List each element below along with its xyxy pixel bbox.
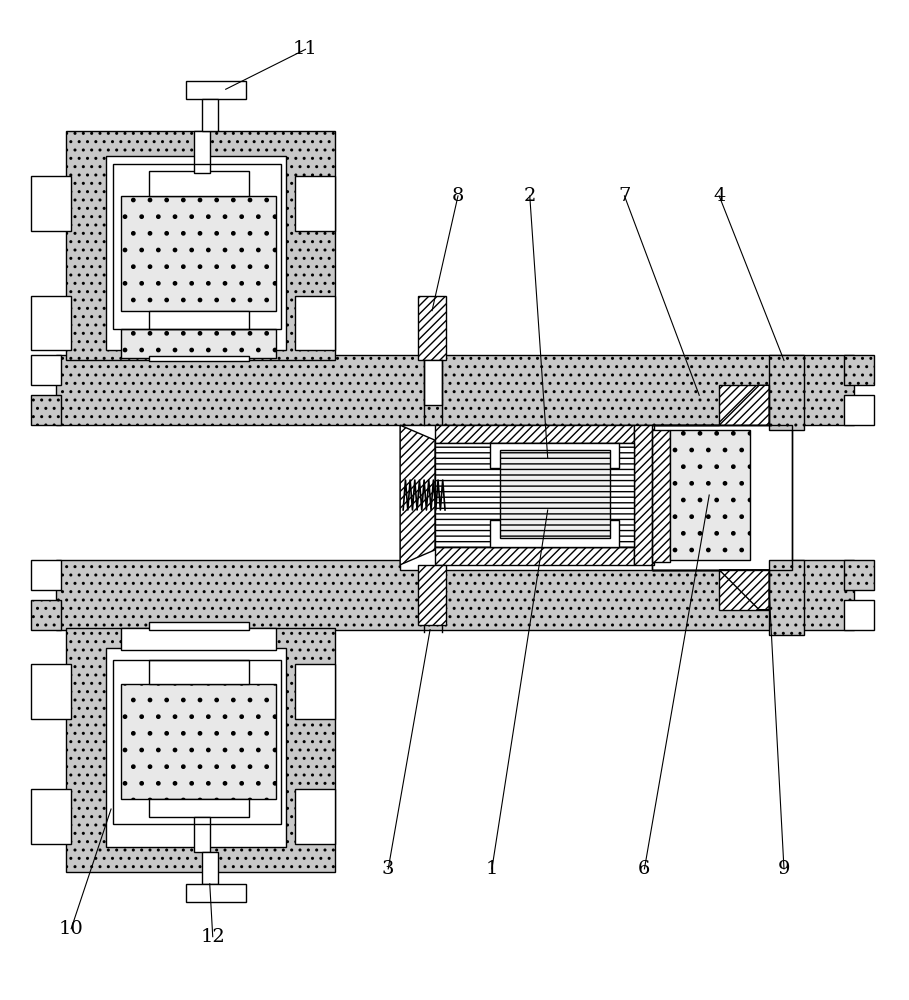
Bar (543, 468, 556, 520)
Bar (194, 131, 210, 173)
Bar (425, 360, 442, 405)
Bar (769, 355, 804, 430)
Bar (202, 99, 218, 131)
Text: 12: 12 (200, 928, 225, 946)
Bar (149, 356, 249, 361)
Bar (653, 425, 792, 570)
Bar (31, 355, 61, 385)
Bar (535, 464, 564, 472)
Polygon shape (719, 385, 769, 425)
Bar (66, 131, 335, 360)
Bar (31, 664, 71, 719)
Bar (653, 430, 670, 562)
Text: 3: 3 (382, 860, 395, 878)
Bar (418, 296, 446, 360)
Bar (844, 560, 874, 590)
Bar (844, 395, 874, 425)
Bar (31, 600, 61, 630)
Bar (500, 450, 610, 538)
Bar (113, 164, 281, 329)
Bar (121, 329, 275, 358)
Bar (194, 817, 210, 852)
Text: 8: 8 (452, 187, 464, 205)
Bar (490, 520, 620, 547)
Bar (435, 425, 634, 443)
Bar (295, 664, 335, 719)
Bar (844, 600, 874, 630)
Bar (56, 355, 854, 425)
Text: 4: 4 (713, 187, 725, 205)
Bar (185, 81, 245, 99)
Polygon shape (653, 570, 769, 610)
Bar (121, 628, 275, 650)
Bar (113, 660, 281, 824)
Bar (295, 176, 335, 231)
Text: 9: 9 (778, 860, 790, 878)
Text: 10: 10 (59, 920, 84, 938)
Bar (435, 547, 634, 565)
Bar (844, 355, 874, 385)
Bar (31, 789, 71, 844)
Bar (418, 565, 446, 625)
Text: 11: 11 (293, 40, 318, 58)
Text: 1: 1 (485, 860, 498, 878)
Bar (106, 648, 285, 847)
Polygon shape (719, 570, 769, 610)
Bar (121, 684, 275, 799)
Bar (769, 560, 804, 635)
Bar (31, 560, 61, 590)
Bar (490, 443, 620, 468)
Bar (106, 156, 285, 350)
Bar (400, 425, 654, 570)
Bar (149, 622, 249, 630)
Text: 6: 6 (638, 860, 651, 878)
Bar (653, 425, 792, 570)
Polygon shape (400, 425, 435, 565)
Bar (149, 171, 249, 196)
Bar (435, 443, 634, 547)
Bar (121, 196, 275, 311)
Text: 2: 2 (524, 187, 536, 205)
Bar (66, 628, 335, 872)
Polygon shape (653, 385, 769, 425)
Bar (295, 789, 335, 844)
Bar (31, 176, 71, 231)
Bar (149, 799, 249, 817)
Bar (295, 296, 335, 350)
Bar (634, 425, 654, 565)
Bar (185, 884, 245, 902)
Bar (149, 311, 249, 329)
Bar (202, 852, 218, 884)
Bar (31, 395, 61, 425)
Bar (56, 560, 854, 630)
Bar (149, 660, 249, 684)
Bar (31, 296, 71, 350)
Text: 7: 7 (618, 187, 631, 205)
Bar (670, 430, 750, 560)
